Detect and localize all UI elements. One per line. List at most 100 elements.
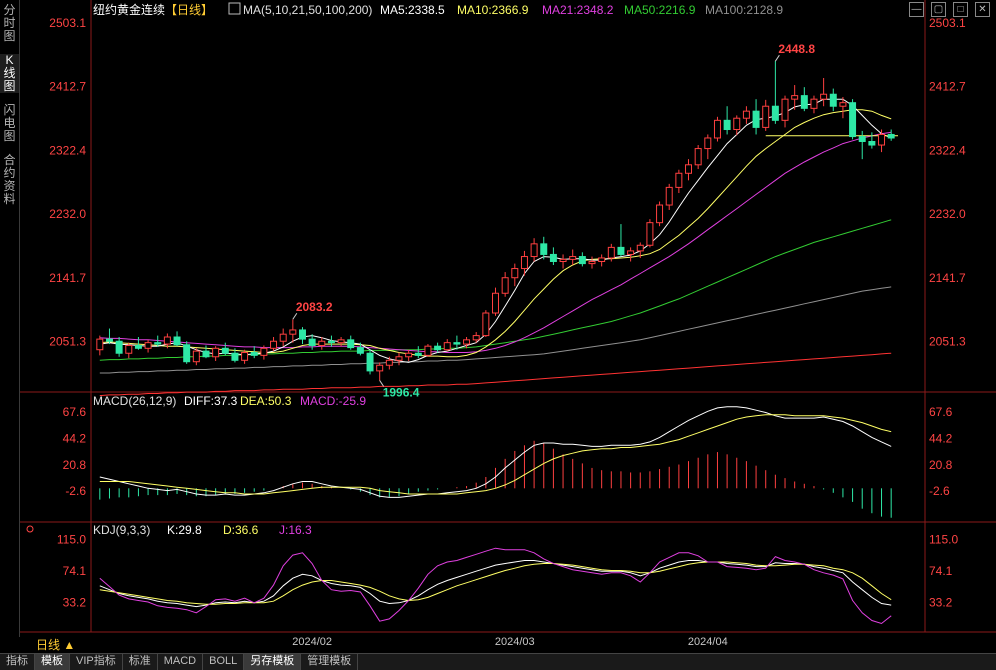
candle-body [559,258,567,262]
kdj-tick-left-2: 33.2 [63,596,87,610]
x-tick-label-1: 2024/03 [495,636,535,648]
candle-body [376,364,384,372]
candle-body [627,250,635,255]
candle-body [337,339,345,344]
candle-body [578,256,586,265]
tab-save-template[interactable]: 另存模板 [244,654,302,670]
kdj-params: KDJ(9,3,3) [93,523,150,537]
minimize-icon[interactable]: — [909,2,924,17]
candle-body [308,338,316,346]
candle-body [501,277,509,294]
macd-macd-value: MACD:-25.9 [300,394,366,408]
candle-body [241,352,249,361]
kdj-k-line [99,560,892,608]
candle-body [289,329,297,335]
kdj-tick-right-2: 33.2 [929,596,953,610]
ma200-line [99,352,892,397]
candle-body [347,339,355,349]
candle-body [125,344,133,354]
annotation-label-1: 1996.4 [383,385,420,399]
candle-body [453,342,461,345]
macd-tick-left-2: 20.8 [63,458,87,472]
candle-body [385,359,393,366]
tab-boll[interactable]: BOLL [203,654,245,670]
kdj-d-value: D:36.6 [223,523,259,537]
candle-body [704,137,712,150]
tab-lightning[interactable]: 闪电图 [3,103,16,143]
price-tick-left-3: 2232.0 [49,207,86,221]
candle-body [839,102,847,107]
price-tick-left-5: 2051.3 [49,335,86,349]
candle-body [115,340,123,354]
close-icon[interactable]: ✕ [975,2,990,17]
macd-dea-line [99,414,892,495]
kdj-d-line [99,561,892,605]
candle-body [443,342,451,351]
maximize-icon[interactable]: □ [953,2,968,17]
macd-diff-line [99,406,892,498]
candle-body [298,329,306,340]
annotation-pointer [774,54,780,62]
ma100-line [99,286,892,374]
candle-body [530,243,538,258]
tab-macd[interactable]: MACD [158,654,204,670]
chart-period: 【日线】 [165,3,213,17]
candle-body [849,102,857,138]
candle-body [270,340,278,349]
candle-body [771,105,779,121]
restore-icon[interactable]: ▢ [931,2,946,17]
candle-body [569,256,577,260]
price-tick-left-1: 2412.7 [49,80,86,94]
macd-tick-right-2: 20.8 [929,458,953,472]
price-tick-right-0: 2503.1 [929,16,966,30]
candle-body [434,345,442,351]
candle-body [752,110,760,128]
annotation-pointer [292,312,298,320]
kline-chart[interactable]: 2503.1 2503.1 2412.7 2412.7 2322.4 2322.4 2232… [0,0,996,653]
annotation-label-0: 2083.2 [296,300,333,314]
tab-standard[interactable]: 标准 [123,654,158,670]
candle-body [260,347,268,356]
price-tick-left-2: 2322.4 [49,143,86,157]
candle-body [134,344,142,349]
tab-indicators[interactable]: 指标 [0,654,35,670]
candle-body [665,186,673,206]
candle-body [231,352,239,361]
candle-body [250,352,258,356]
price-tick-left-0: 2503.1 [49,16,86,30]
bottom-toolbar: 指标 模板 VIP指标 标准 MACD BOLL 另存模板 管理模板 [0,653,996,670]
tab-timeshare[interactable]: 分时图 [3,3,16,43]
tab-manage-templates[interactable]: 管理模板 [301,654,359,670]
kdj-k-value: K:29.8 [167,523,202,537]
candle-body [511,268,519,279]
ma10-line [99,109,892,358]
candle-body [395,356,403,361]
price-tick-right-2: 2322.4 [929,143,966,157]
tab-kline[interactable]: K线图 [0,54,19,93]
candle-body [520,256,528,270]
price-tick-right-5: 2051.3 [929,335,966,349]
candle-body [762,105,770,128]
macd-tick-left-0: 67.6 [63,405,87,419]
candle-body [414,352,422,356]
ma100-value: MA100:2128.9 [705,3,783,17]
candle-body [318,340,326,346]
macd-dea-value: DEA:50.3 [240,394,292,408]
price-tick-left-4: 2141.7 [49,271,86,285]
tab-vip-indicators[interactable]: VIP指标 [70,654,123,670]
kdj-tick-right-1: 74.1 [929,564,953,578]
candle-body [858,136,866,143]
ma5-value: MA5:2338.5 [380,3,445,17]
period-button[interactable]: 日线 ▲ [36,638,76,652]
candle-body [212,347,220,358]
candle-body [96,338,104,351]
candle-body [781,98,789,121]
candle-body [202,350,210,358]
candle-body [685,164,693,174]
candle-body [183,344,191,363]
tab-templates[interactable]: 模板 [35,654,70,670]
kdj-tick-left-1: 74.1 [63,564,87,578]
tab-contract-info[interactable]: 合约资料 [3,153,16,206]
price-tick-right-3: 2232.0 [929,207,966,221]
candle-body [472,335,480,341]
